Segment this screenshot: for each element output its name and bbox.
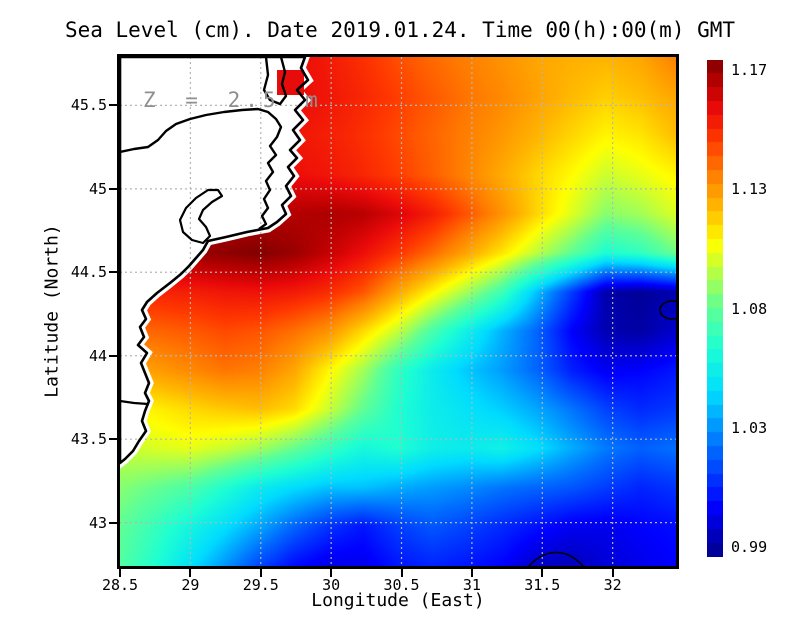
y-tick-mark	[109, 438, 117, 441]
map-overlay-svg	[120, 57, 676, 566]
x-tick-label: 29	[181, 576, 200, 594]
x-tick-label: 28.5	[101, 576, 139, 594]
y-axis-label: Latitude (North)	[41, 224, 63, 398]
x-tick-mark	[330, 569, 333, 577]
x-tick-mark	[119, 569, 121, 577]
colorbar	[707, 60, 723, 557]
x-tick-mark	[400, 569, 403, 577]
chart-title: Sea Level (cm). Date 2019.01.24. Time 00…	[64, 18, 736, 42]
y-tick-label: 45	[88, 179, 107, 198]
x-axis-label: Longitude (East)	[311, 590, 485, 611]
coastal-spur-line	[120, 399, 149, 406]
x-tick-label: 30.5	[383, 576, 420, 594]
contour-ellipse-low	[659, 300, 676, 320]
x-tick-label: 29.5	[242, 576, 279, 594]
colorbar-tick-label: 1.17	[731, 61, 768, 79]
y-tick-label: 44.5	[70, 263, 107, 282]
x-tick-label: 31.5	[524, 576, 561, 594]
y-tick-mark	[109, 521, 117, 524]
y-tick-mark	[109, 354, 117, 357]
coastline	[120, 57, 310, 465]
x-tick-label: 31	[462, 576, 481, 594]
x-tick-mark	[470, 569, 473, 577]
lagoon-outline-small	[178, 188, 224, 245]
x-tick-mark	[259, 569, 262, 577]
x-tick-mark	[189, 569, 192, 577]
contour-arc-low	[528, 551, 584, 566]
x-tick-mark	[611, 569, 614, 577]
x-tick-mark	[541, 569, 544, 577]
x-tick-label: 30	[322, 576, 341, 594]
colorbar-tick-label: 1.03	[731, 418, 768, 437]
colorbar-tick-label: 0.99	[731, 538, 768, 556]
depth-annotation: Z = 2.5 m	[143, 88, 323, 112]
colorbar-tick-label: 1.08	[731, 299, 768, 318]
x-tick-label: 32	[603, 576, 622, 594]
y-tick-mark	[109, 187, 117, 190]
y-tick-label: 43.5	[70, 430, 107, 449]
y-tick-mark	[109, 271, 117, 274]
lagoon-outline-large	[120, 107, 283, 230]
colorbar-tick-label: 1.13	[731, 180, 768, 199]
peninsula-outline	[262, 57, 288, 106]
y-tick-label: 43	[88, 513, 107, 532]
y-tick-mark	[109, 104, 117, 107]
y-tick-label: 44	[88, 346, 107, 365]
plot-frame	[117, 54, 679, 569]
y-tick-label: 45.5	[70, 96, 107, 115]
